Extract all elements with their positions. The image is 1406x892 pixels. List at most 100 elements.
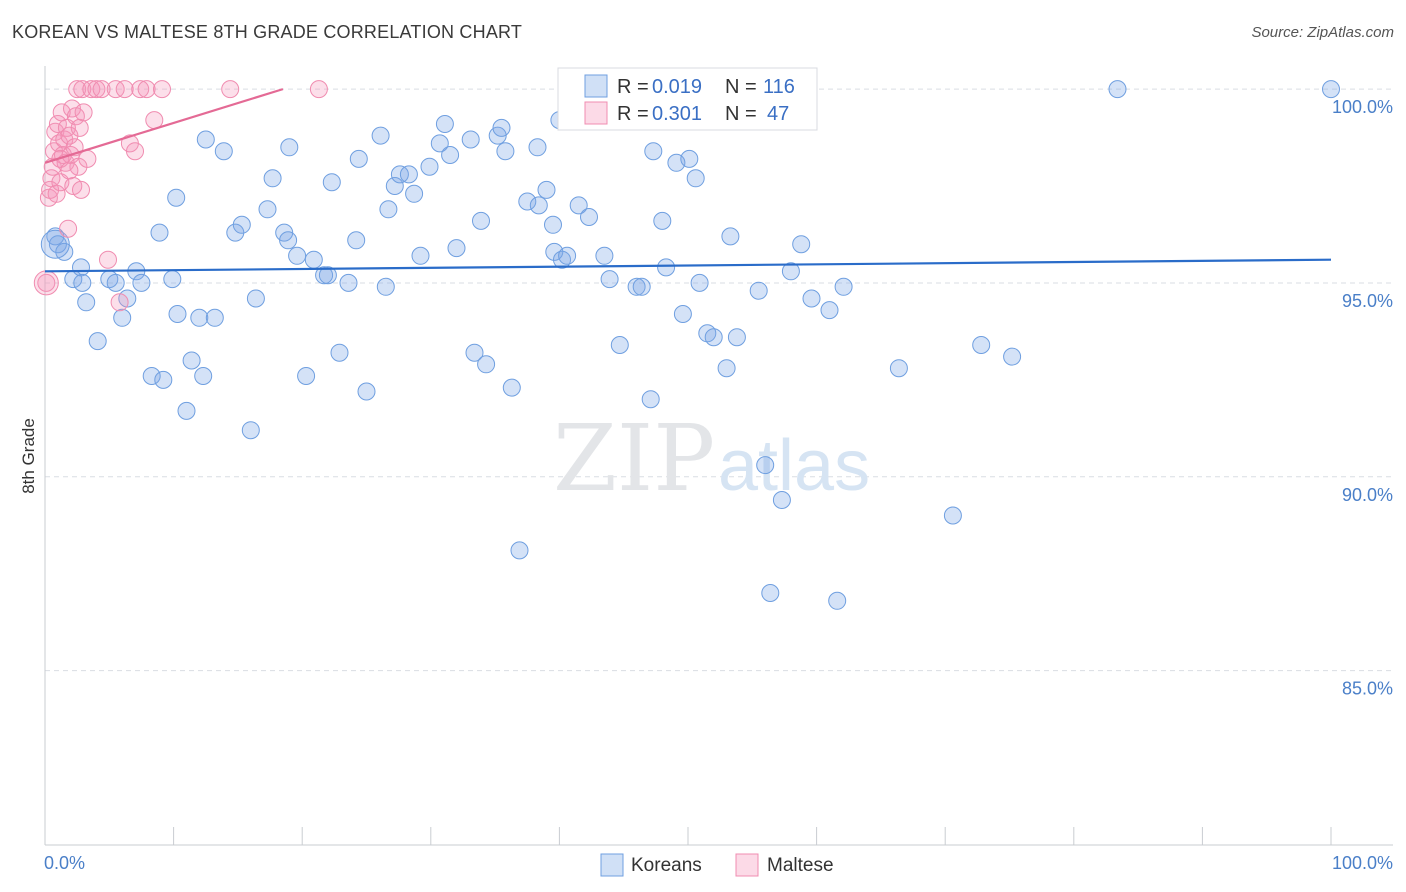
korean-point-50 [411, 246, 430, 265]
korean-point-110 [280, 138, 299, 157]
maltese-point-36 [115, 80, 134, 99]
korean-point-90 [704, 328, 723, 347]
korean-point-114 [610, 336, 629, 354]
bottom-legend: Koreans Maltese [600, 853, 834, 877]
korean-point-55 [447, 239, 466, 258]
maltese-point-44 [309, 80, 328, 99]
korean-point-24 [214, 142, 233, 161]
maltese-point-30 [82, 80, 101, 99]
korean-point-38 [322, 173, 341, 192]
korean-point-57 [465, 343, 484, 362]
korean-point-18 [168, 305, 187, 323]
korean-point-86 [680, 149, 699, 168]
trend-line-maltese [44, 88, 284, 164]
korean-point-13 [132, 273, 151, 292]
korean-point-115 [717, 359, 736, 378]
korean-point-49 [405, 184, 424, 203]
maltese-point-16 [59, 219, 78, 238]
korean-point-7 [88, 332, 107, 351]
korean-point-104 [943, 506, 962, 525]
korean-point-9 [106, 273, 125, 292]
korean-point-27 [241, 421, 260, 440]
maltese-point-40 [137, 80, 156, 99]
korean-point-74 [580, 208, 598, 226]
korean-point-51 [420, 157, 439, 176]
korean-point-92 [727, 328, 746, 347]
korean-point-41 [347, 231, 366, 250]
legend-n-value-maltese: 47 [767, 103, 789, 125]
korean-point-81 [653, 211, 672, 230]
korean-point-76 [600, 270, 619, 289]
korean-point-95 [761, 584, 780, 602]
maltese-point-42 [153, 80, 171, 99]
maltese-point-28 [74, 103, 93, 122]
legend-n-label-koreans: N = [725, 76, 757, 98]
korean-point-108 [1322, 80, 1340, 99]
korean-cluster-marker [40, 229, 70, 259]
maltese-point-26 [72, 180, 90, 199]
y-tick-label-3: 85.0% [1342, 679, 1393, 699]
maltese-point-46 [60, 161, 79, 180]
korean-point-73 [569, 196, 588, 215]
korean-point-26 [232, 215, 251, 234]
korean-point-67 [529, 196, 548, 215]
watermark-zip: ZIP [553, 405, 715, 512]
y-tick-labels: 100.0% 95.0% 90.0% 85.0% [1332, 97, 1393, 698]
korean-point-53 [435, 115, 454, 133]
korean-point-45 [379, 200, 398, 219]
series-maltese [33, 80, 328, 312]
korean-point-113 [376, 277, 395, 296]
korean-point-16 [154, 370, 173, 389]
legend-r-label-koreans: R = [617, 76, 649, 98]
korean-point-21 [190, 308, 209, 327]
axes [44, 66, 1393, 846]
korean-point-103 [889, 359, 908, 378]
korean-point-64 [510, 541, 529, 560]
korean-point-97 [781, 262, 800, 281]
korean-point-34 [297, 367, 316, 385]
korean-point-63 [502, 378, 521, 397]
korean-point-36 [315, 266, 334, 285]
y-tick-label-2: 90.0% [1342, 485, 1393, 505]
legend-n-value-koreans: 116 [763, 76, 795, 98]
korean-point-102 [834, 277, 853, 296]
korean-point-65 [518, 192, 537, 211]
korean-point-20 [182, 351, 201, 370]
korean-point-30 [263, 169, 282, 188]
korean-point-10 [113, 308, 132, 327]
korean-point-61 [492, 118, 511, 137]
maltese-point-25 [70, 118, 89, 137]
korean-point-106 [1003, 347, 1022, 366]
korean-point-32 [279, 231, 298, 250]
maltese-point-32 [92, 80, 111, 99]
maltese-point-7 [47, 184, 66, 203]
maltese-point-39 [131, 80, 150, 99]
korean-point-87 [686, 169, 705, 188]
korean-point-5 [73, 273, 92, 292]
korean-point-96 [772, 491, 791, 509]
korean-point-66 [528, 138, 547, 157]
maltese-point-17 [60, 126, 79, 145]
legend-r-value-koreans: 0.019 [652, 76, 702, 98]
korean-point-80 [644, 142, 663, 161]
korean-point-107 [1108, 80, 1127, 99]
grid-lines [45, 88, 1393, 672]
bottom-legend-swatch-koreans [600, 853, 624, 877]
korean-point-56 [461, 130, 480, 149]
korean-point-43 [357, 382, 376, 401]
korean-point-35 [304, 250, 323, 269]
korean-point-58 [472, 211, 490, 230]
korean-point-88 [690, 273, 709, 292]
maltese-point-29 [78, 149, 97, 168]
legend: R = 0.019 N = 116 R = 0.301 N = 47 [557, 67, 818, 131]
trend-line-koreans [44, 258, 1332, 273]
maltese-point-33 [99, 250, 117, 269]
maltese-cluster-marker [33, 270, 59, 296]
korean-point-75 [595, 246, 614, 265]
series-koreans [40, 80, 1340, 610]
y-axis-title: 8th Grade [19, 418, 38, 494]
korean-point-100 [820, 301, 839, 320]
korean-point-93 [749, 281, 768, 300]
maltese-point-23 [68, 80, 87, 99]
